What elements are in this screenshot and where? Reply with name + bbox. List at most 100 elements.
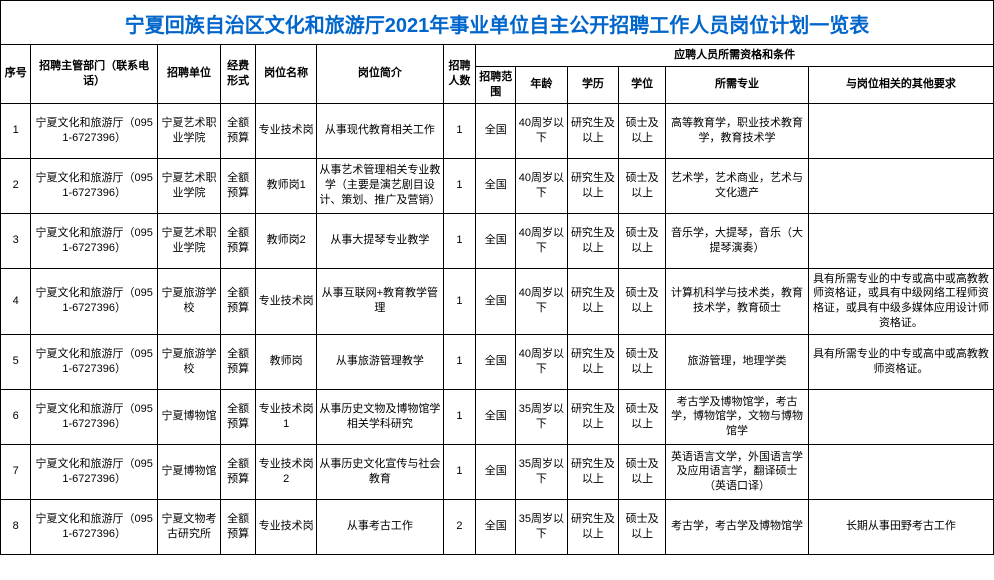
- cell-desc: 从事大提琴专业教学: [317, 213, 443, 268]
- table-body: 1宁夏文化和旅游厅（0951-6727396）宁夏艺术职业学院全额预算专业技术岗…: [1, 103, 994, 554]
- cell-dept: 宁夏文化和旅游厅（0951-6727396）: [31, 334, 157, 389]
- th-age: 年龄: [516, 66, 568, 103]
- cell-major: 高等教育学，职业技术教育学，教育技术学: [666, 103, 809, 158]
- cell-desc: 从事现代教育相关工作: [317, 103, 443, 158]
- th-cnt: 招聘人数: [443, 45, 476, 104]
- cell-deg: 硕士及以上: [619, 158, 666, 213]
- th-edu: 学历: [567, 66, 619, 103]
- cell-dept: 宁夏文化和旅游厅（0951-6727396）: [31, 499, 157, 554]
- table-row: 5宁夏文化和旅游厅（0951-6727396）宁夏旅游学校全额预算教师岗从事旅游…: [1, 334, 994, 389]
- cell-age: 40周岁以下: [516, 213, 568, 268]
- cell-dept: 宁夏文化和旅游厅（0951-6727396）: [31, 268, 157, 334]
- cell-scope: 全国: [476, 268, 516, 334]
- cell-edu: 研究生及以上: [567, 158, 619, 213]
- cell-scope: 全国: [476, 444, 516, 499]
- cell-desc: 从事互联网+教育教学管理: [317, 268, 443, 334]
- cell-age: 35周岁以下: [516, 499, 568, 554]
- cell-pos: 专业技术岗: [256, 103, 317, 158]
- cell-fund: 全额预算: [221, 334, 256, 389]
- cell-cnt: 2: [443, 499, 476, 554]
- cell-fund: 全额预算: [221, 268, 256, 334]
- th-no: 序号: [1, 45, 31, 104]
- cell-scope: 全国: [476, 103, 516, 158]
- cell-unit: 宁夏博物馆: [157, 389, 220, 444]
- cell-edu: 研究生及以上: [567, 444, 619, 499]
- cell-age: 40周岁以下: [516, 103, 568, 158]
- table-row: 4宁夏文化和旅游厅（0951-6727396）宁夏旅游学校全额预算专业技术岗从事…: [1, 268, 994, 334]
- th-unit: 招聘单位: [157, 45, 220, 104]
- cell-desc: 从事艺术管理相关专业教学（主要是演艺剧目设计、策划、推广及营销）: [317, 158, 443, 213]
- cell-cnt: 1: [443, 268, 476, 334]
- cell-unit: 宁夏文物考古研究所: [157, 499, 220, 554]
- cell-unit: 宁夏旅游学校: [157, 334, 220, 389]
- cell-major: 考古学及博物馆学，考古学，博物馆学，文物与博物馆学: [666, 389, 809, 444]
- cell-edu: 研究生及以上: [567, 334, 619, 389]
- table-row: 8宁夏文化和旅游厅（0951-6727396）宁夏文物考古研究所全额预算专业技术…: [1, 499, 994, 554]
- cell-pos: 专业技术岗1: [256, 389, 317, 444]
- cell-other: [808, 158, 993, 213]
- cell-cnt: 1: [443, 334, 476, 389]
- cell-age: 35周岁以下: [516, 389, 568, 444]
- cell-deg: 硕士及以上: [619, 213, 666, 268]
- cell-pos: 专业技术岗: [256, 268, 317, 334]
- cell-deg: 硕士及以上: [619, 499, 666, 554]
- cell-other: 具有所需专业的中专或高中或高教教师资格证，或具有中级网络工程师资格证，或具有中级…: [808, 268, 993, 334]
- cell-no: 1: [1, 103, 31, 158]
- cell-pos: 教师岗1: [256, 158, 317, 213]
- cell-unit: 宁夏艺术职业学院: [157, 103, 220, 158]
- cell-major: 英语语言文学，外国语言学及应用语言学，翻译硕士（英语口译）: [666, 444, 809, 499]
- cell-other: [808, 103, 993, 158]
- th-deg: 学位: [619, 66, 666, 103]
- th-other: 与岗位相关的其他要求: [808, 66, 993, 103]
- cell-no: 2: [1, 158, 31, 213]
- cell-edu: 研究生及以上: [567, 103, 619, 158]
- cell-no: 3: [1, 213, 31, 268]
- cell-desc: 从事历史文物及博物馆学相关学科研究: [317, 389, 443, 444]
- cell-dept: 宁夏文化和旅游厅（0951-6727396）: [31, 213, 157, 268]
- cell-major: 计算机科学与技术类，教育技术学，教育硕士: [666, 268, 809, 334]
- page-title: 宁夏回族自治区文化和旅游厅2021年事业单位自主公开招聘工作人员岗位计划一览表: [0, 0, 994, 44]
- table-row: 6宁夏文化和旅游厅（0951-6727396）宁夏博物馆全额预算专业技术岗1从事…: [1, 389, 994, 444]
- cell-desc: 从事考古工作: [317, 499, 443, 554]
- th-desc: 岗位简介: [317, 45, 443, 104]
- cell-major: 考古学，考古学及博物馆学: [666, 499, 809, 554]
- table-row: 1宁夏文化和旅游厅（0951-6727396）宁夏艺术职业学院全额预算专业技术岗…: [1, 103, 994, 158]
- cell-pos: 教师岗2: [256, 213, 317, 268]
- cell-fund: 全额预算: [221, 103, 256, 158]
- cell-other: 具有所需专业的中专或高中或高教教师资格证。: [808, 334, 993, 389]
- cell-cnt: 1: [443, 103, 476, 158]
- th-major: 所需专业: [666, 66, 809, 103]
- cell-deg: 硕士及以上: [619, 389, 666, 444]
- cell-other: [808, 444, 993, 499]
- cell-dept: 宁夏文化和旅游厅（0951-6727396）: [31, 158, 157, 213]
- cell-scope: 全国: [476, 499, 516, 554]
- cell-cnt: 1: [443, 389, 476, 444]
- table-row: 7宁夏文化和旅游厅（0951-6727396）宁夏博物馆全额预算专业技术岗2从事…: [1, 444, 994, 499]
- cell-unit: 宁夏艺术职业学院: [157, 213, 220, 268]
- cell-cnt: 1: [443, 444, 476, 499]
- cell-fund: 全额预算: [221, 499, 256, 554]
- cell-scope: 全国: [476, 334, 516, 389]
- cell-no: 5: [1, 334, 31, 389]
- cell-scope: 全国: [476, 389, 516, 444]
- cell-major: 音乐学，大提琴，音乐（大提琴演奏）: [666, 213, 809, 268]
- cell-other: [808, 389, 993, 444]
- cell-unit: 宁夏艺术职业学院: [157, 158, 220, 213]
- table-row: 2宁夏文化和旅游厅（0951-6727396）宁夏艺术职业学院全额预算教师岗1从…: [1, 158, 994, 213]
- cell-edu: 研究生及以上: [567, 499, 619, 554]
- cell-desc: 从事旅游管理教学: [317, 334, 443, 389]
- cell-cnt: 1: [443, 213, 476, 268]
- cell-age: 40周岁以下: [516, 158, 568, 213]
- cell-edu: 研究生及以上: [567, 213, 619, 268]
- cell-scope: 全国: [476, 158, 516, 213]
- th-pos: 岗位名称: [256, 45, 317, 104]
- cell-deg: 硕士及以上: [619, 103, 666, 158]
- cell-dept: 宁夏文化和旅游厅（0951-6727396）: [31, 389, 157, 444]
- th-fund: 经费形式: [221, 45, 256, 104]
- cell-no: 6: [1, 389, 31, 444]
- cell-edu: 研究生及以上: [567, 268, 619, 334]
- cell-fund: 全额预算: [221, 444, 256, 499]
- cell-edu: 研究生及以上: [567, 389, 619, 444]
- cell-pos: 专业技术岗2: [256, 444, 317, 499]
- table-row: 3宁夏文化和旅游厅（0951-6727396）宁夏艺术职业学院全额预算教师岗2从…: [1, 213, 994, 268]
